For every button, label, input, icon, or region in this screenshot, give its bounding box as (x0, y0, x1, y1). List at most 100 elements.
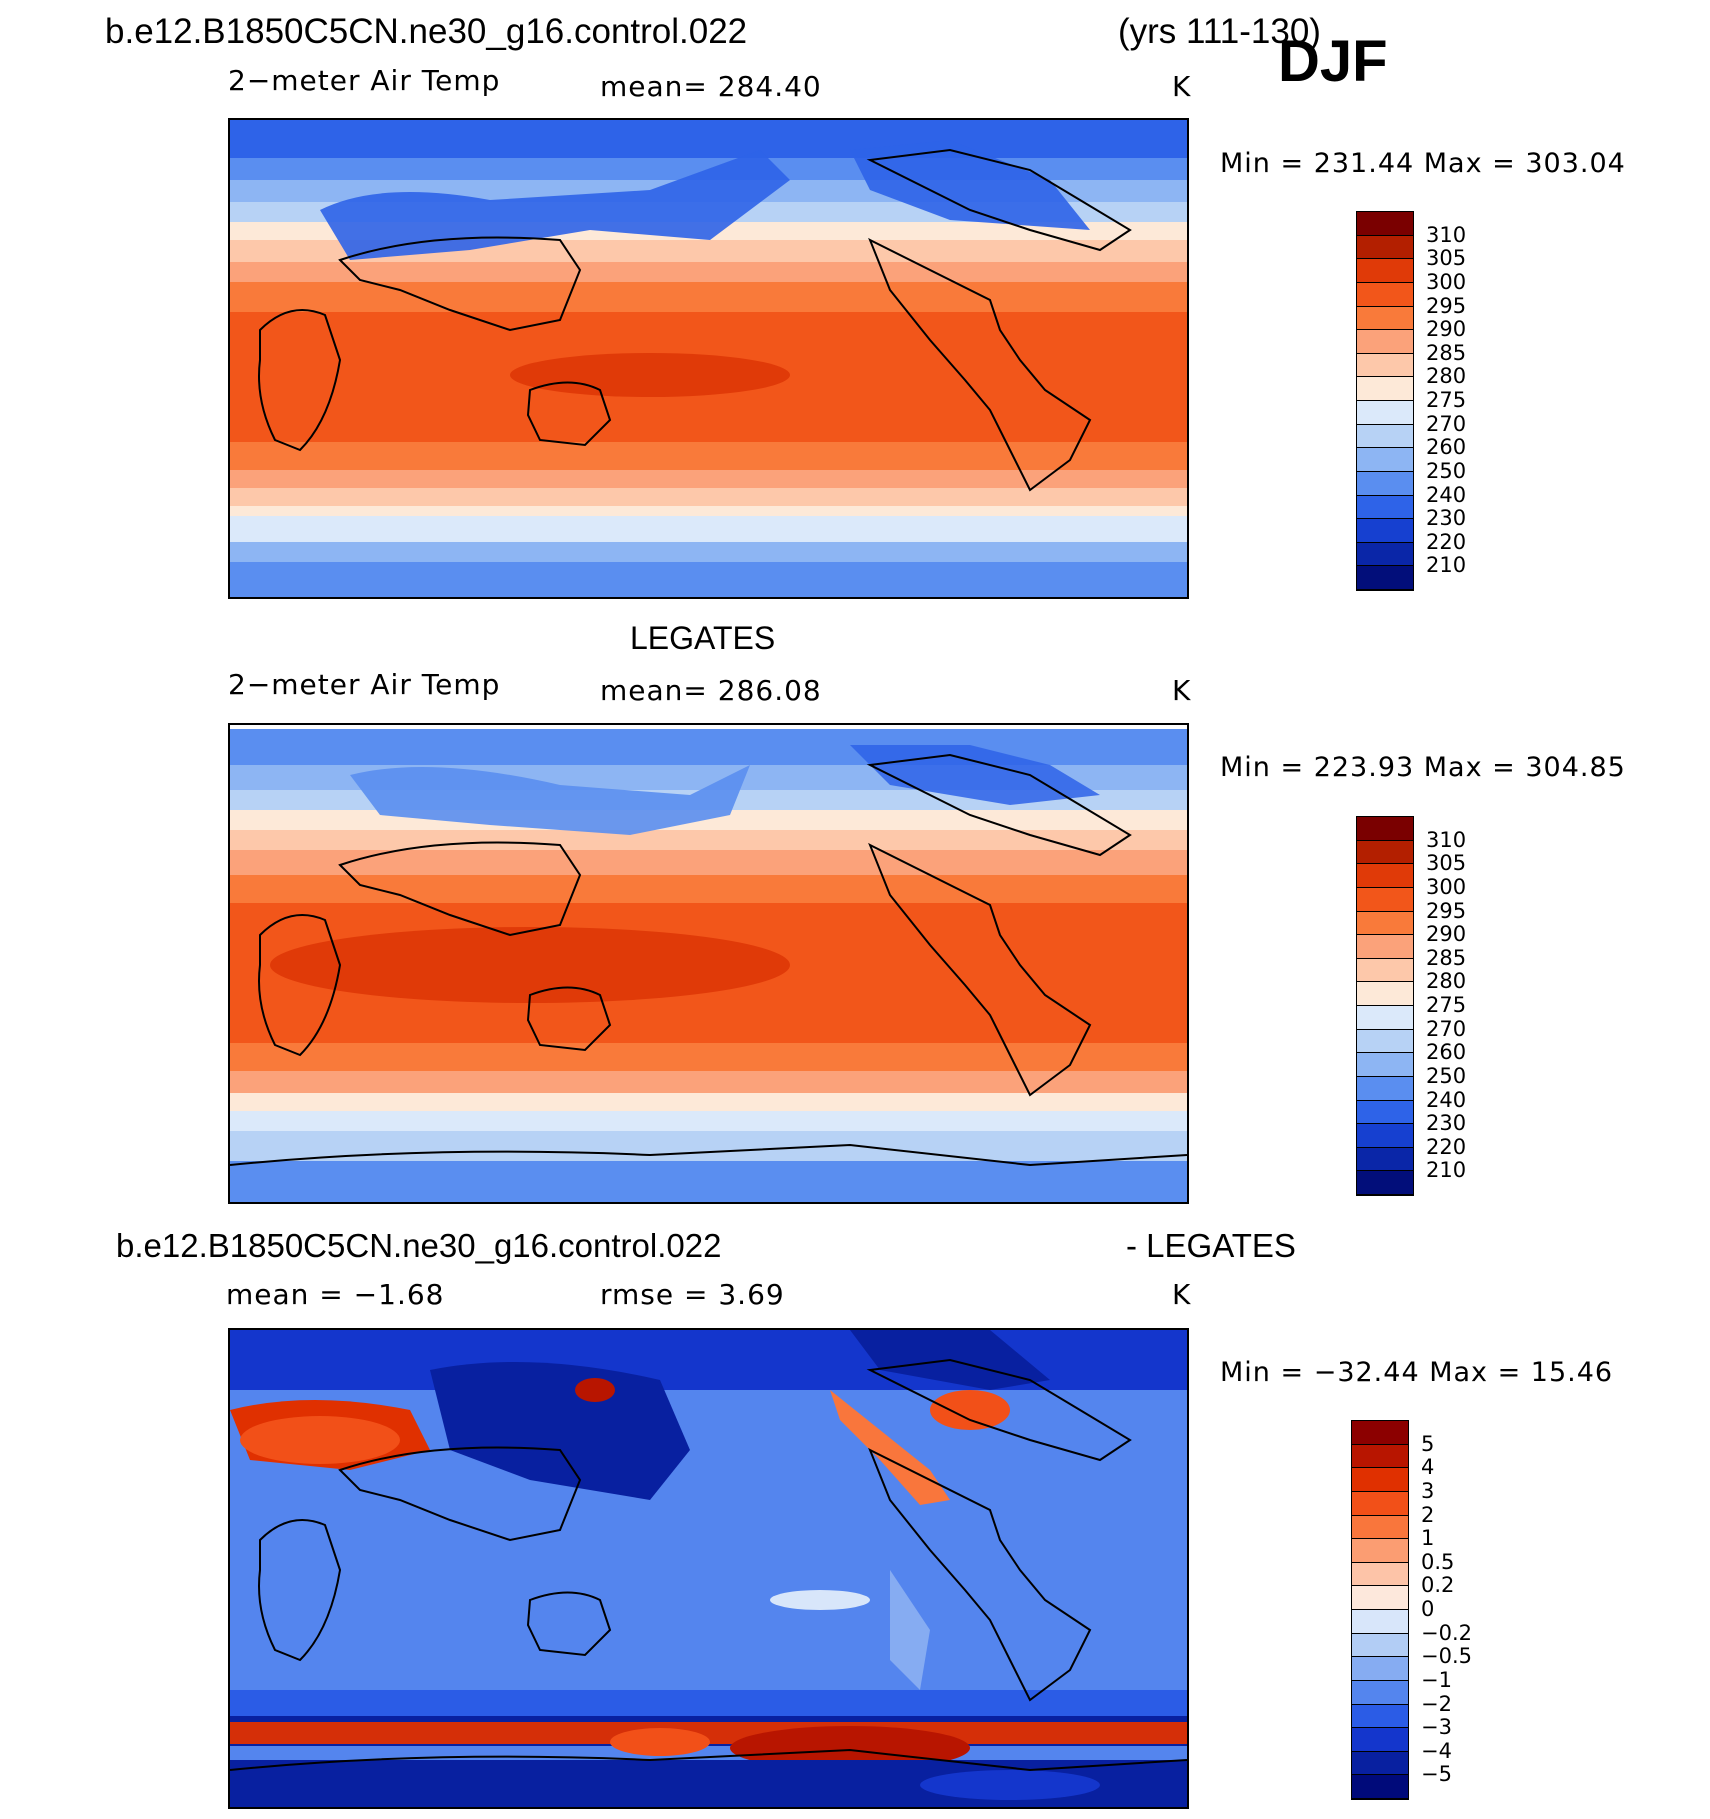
colorbar-label: 2 (1421, 1502, 1435, 1527)
colorbar-swatch (1357, 330, 1413, 354)
colorbar-label: 240 (1426, 1087, 1467, 1112)
colorbar-label: 3 (1421, 1478, 1435, 1503)
colorbar-label: 310 (1426, 827, 1467, 852)
panel1-units: K (1172, 70, 1192, 103)
panel3-mean: mean = −1.68 (226, 1278, 445, 1311)
colorbar-swatch (1357, 353, 1413, 378)
panel3-map-svg (230, 1330, 1187, 1807)
colorbar-label: 250 (1426, 458, 1467, 483)
panel2-title: LEGATES (630, 620, 776, 656)
colorbar-swatch (1352, 1444, 1408, 1469)
colorbar-swatch (1357, 542, 1413, 567)
years-label: (yrs 111-130) (1118, 12, 1321, 51)
colorbar-swatch (1357, 471, 1413, 496)
colorbar-label: 260 (1426, 435, 1467, 460)
panel3-title-left: b.e12.B1850C5CN.ne30_g16.control.022 (116, 1227, 722, 1264)
colorbar-swatch (1357, 1006, 1413, 1030)
colorbar-swatch (1357, 1147, 1413, 1172)
colorbar-swatch (1352, 1751, 1408, 1776)
colorbar-swatch (1357, 1076, 1413, 1101)
colorbar-label: 270 (1426, 411, 1467, 436)
colorbar-swatch (1357, 1029, 1413, 1054)
colorbar-label: −4 (1421, 1738, 1452, 1763)
colorbar-label: 305 (1426, 851, 1467, 876)
colorbar-swatch (1357, 935, 1413, 959)
panel1-minmax: Min = 231.44 Max = 303.04 (1220, 148, 1626, 179)
panel1-colorbar-boxes (1356, 211, 1414, 591)
colorbar-swatch (1352, 1657, 1408, 1681)
colorbar-swatch (1357, 566, 1413, 590)
colorbar-swatch (1352, 1704, 1408, 1729)
colorbar-label: −3 (1421, 1715, 1452, 1740)
panel3-colorbar-boxes (1351, 1420, 1409, 1800)
panel3-title-right: - LEGATES (1126, 1227, 1296, 1264)
colorbar-swatch (1352, 1421, 1408, 1445)
colorbar-swatch (1357, 282, 1413, 307)
colorbar-label: 270 (1426, 1016, 1467, 1041)
panel1-map-svg (230, 120, 1187, 597)
colorbar-swatch (1357, 1100, 1413, 1125)
colorbar-label: 5 (1421, 1431, 1435, 1456)
colorbar-label: 210 (1426, 553, 1467, 578)
colorbar-swatch (1357, 1171, 1413, 1195)
colorbar-label: 1 (1421, 1526, 1435, 1551)
colorbar-swatch (1357, 424, 1413, 449)
colorbar-label: 290 (1426, 317, 1467, 342)
colorbar-label: −1 (1421, 1667, 1452, 1692)
colorbar-swatch (1357, 911, 1413, 936)
panel2-map-svg (230, 725, 1187, 1202)
colorbar-label: 250 (1426, 1063, 1467, 1088)
colorbar-label: −5 (1421, 1762, 1452, 1787)
panel2-minmax: Min = 223.93 Max = 304.85 (1220, 752, 1626, 783)
colorbar-swatch (1357, 817, 1413, 841)
colorbar-label: 305 (1426, 246, 1467, 271)
colorbar-label: 285 (1426, 340, 1467, 365)
colorbar-swatch (1357, 259, 1413, 283)
colorbar-label: 275 (1426, 993, 1467, 1017)
colorbar-swatch (1357, 306, 1413, 331)
panel2-units: K (1172, 674, 1192, 707)
colorbar-swatch (1357, 864, 1413, 888)
colorbar-label: 0 (1421, 1597, 1435, 1621)
colorbar-label: 300 (1426, 269, 1467, 294)
colorbar-swatch (1357, 519, 1413, 543)
colorbar-swatch (1357, 958, 1413, 983)
panel2-temperature-map (228, 723, 1189, 1204)
colorbar-label: 275 (1426, 388, 1467, 412)
colorbar-label: 210 (1426, 1158, 1467, 1183)
colorbar-label: 295 (1426, 898, 1467, 923)
colorbar-swatch (1357, 448, 1413, 472)
colorbar-label: 220 (1426, 529, 1467, 554)
colorbar-swatch (1357, 887, 1413, 912)
colorbar-label: 0.5 (1421, 1549, 1455, 1574)
panel3-rmse: rmse = 3.69 (600, 1278, 785, 1311)
colorbar-swatch (1352, 1586, 1408, 1610)
colorbar-swatch (1357, 212, 1413, 236)
panel3-difference-map (228, 1328, 1189, 1809)
colorbar-swatch (1357, 840, 1413, 865)
colorbar-label: 240 (1426, 482, 1467, 507)
colorbar-swatch (1357, 982, 1413, 1006)
colorbar-label: 230 (1426, 506, 1467, 531)
colorbar-label: 295 (1426, 293, 1467, 318)
colorbar-label: 280 (1426, 969, 1467, 994)
colorbar-label: 300 (1426, 874, 1467, 899)
colorbar-swatch (1352, 1610, 1408, 1634)
panel3-minmax: Min = −32.44 Max = 15.46 (1220, 1357, 1614, 1388)
panel2-variable: 2−meter Air Temp (228, 668, 501, 701)
case-title: b.e12.B1850C5CN.ne30_g16.control.022 (105, 12, 748, 51)
colorbar-swatch (1357, 1124, 1413, 1148)
colorbar-swatch (1352, 1728, 1408, 1752)
colorbar-swatch (1357, 235, 1413, 260)
colorbar-label: −2 (1421, 1691, 1452, 1716)
panel1-variable: 2−meter Air Temp (228, 64, 501, 97)
colorbar-swatch (1352, 1562, 1408, 1587)
colorbar-swatch (1352, 1633, 1408, 1658)
colorbar-swatch (1352, 1515, 1408, 1540)
panel1-mean: mean= 284.40 (600, 70, 822, 103)
panel1-temperature-map (228, 118, 1189, 599)
colorbar-label: −0.5 (1421, 1644, 1472, 1669)
colorbar-swatch (1352, 1680, 1408, 1705)
colorbar-swatch (1357, 495, 1413, 520)
colorbar-swatch (1352, 1539, 1408, 1563)
